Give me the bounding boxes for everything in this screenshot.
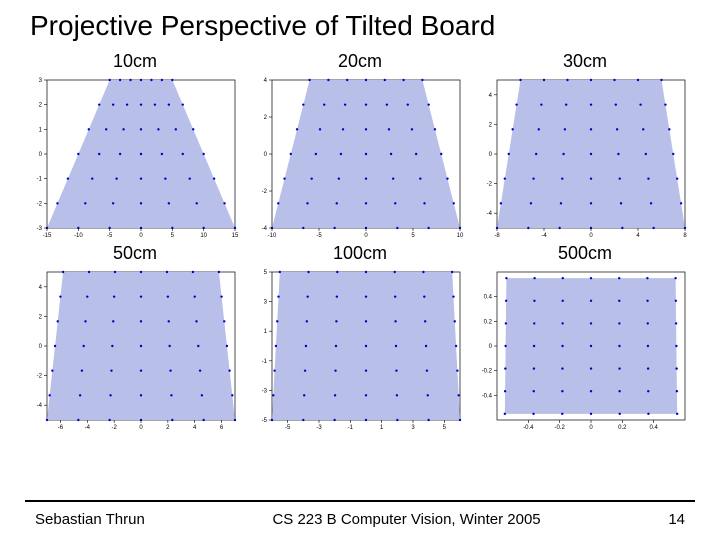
svg-text:0: 0 — [589, 233, 593, 239]
svg-text:-2: -2 — [37, 374, 43, 380]
svg-text:0.2: 0.2 — [618, 425, 627, 431]
svg-text:-4: -4 — [541, 233, 547, 239]
panel-30cm: -8 -4 0 4 8 -4 -2 0 2 4 — [475, 74, 690, 239]
svg-text:-2: -2 — [37, 201, 43, 207]
svg-text:6: 6 — [220, 425, 224, 431]
svg-text:0: 0 — [39, 152, 43, 158]
svg-text:0: 0 — [489, 152, 493, 158]
svg-text:-4: -4 — [85, 425, 91, 431]
svg-text:-1: -1 — [262, 359, 268, 365]
svg-text:1: 1 — [39, 127, 43, 133]
svg-text:1: 1 — [380, 425, 384, 431]
svg-text:-0.4: -0.4 — [482, 393, 493, 399]
svg-text:-4: -4 — [487, 211, 493, 217]
footer-course: CS 223 B Computer Vision, Winter 2005 — [145, 511, 669, 528]
svg-text:1: 1 — [264, 329, 268, 335]
svg-text:5: 5 — [171, 233, 175, 239]
svg-text:-5: -5 — [262, 418, 268, 424]
svg-text:0: 0 — [589, 425, 593, 431]
svg-text:2: 2 — [489, 122, 493, 128]
svg-text:-6: -6 — [58, 425, 64, 431]
panel-10cm: -15-10-5051015-3-2-10123 — [25, 74, 240, 239]
svg-text:4: 4 — [264, 78, 268, 84]
svg-text:-3: -3 — [37, 226, 43, 232]
svg-text:-5: -5 — [285, 425, 291, 431]
svg-text:-0.2: -0.2 — [554, 425, 565, 431]
svg-text:-2: -2 — [487, 182, 493, 188]
svg-text:0: 0 — [489, 344, 493, 350]
panel-50cm: -6 -4 -2 0 2 4 6 -4 -2 0 2 4 — [25, 266, 240, 431]
svg-text:-5: -5 — [107, 233, 113, 239]
svg-text:0: 0 — [364, 233, 368, 239]
panel-label: 50cm — [25, 239, 245, 266]
svg-text:2: 2 — [39, 103, 43, 109]
svg-text:-3: -3 — [262, 388, 268, 394]
svg-text:-1: -1 — [348, 425, 354, 431]
panel-label: 100cm — [250, 239, 470, 266]
svg-text:15: 15 — [232, 233, 239, 239]
svg-text:10: 10 — [200, 233, 207, 239]
svg-text:2: 2 — [166, 425, 170, 431]
svg-text:0: 0 — [139, 233, 143, 239]
panel-label: 20cm — [250, 47, 470, 74]
panel-500cm: -0.4 -0.2 0 0.2 0.4 -0.4 -0.2 0 0.2 0.4 — [475, 266, 690, 431]
chart-grid: 10cm 20cm 30cm -15-10-5051015-3-2-10123 … — [0, 47, 720, 431]
svg-text:2: 2 — [264, 115, 268, 121]
svg-text:8: 8 — [683, 233, 687, 239]
svg-text:4: 4 — [636, 233, 640, 239]
svg-text:-15: -15 — [43, 233, 52, 239]
panel-label: 500cm — [475, 239, 695, 266]
svg-text:-1: -1 — [37, 177, 43, 183]
svg-text:3: 3 — [39, 78, 43, 84]
svg-text:4: 4 — [39, 285, 43, 291]
footer-divider — [25, 500, 695, 502]
panel-20cm: -10 -5 0 5 10 -4 -2 0 2 4 — [250, 74, 465, 239]
footer: Sebastian Thrun CS 223 B Computer Vision… — [0, 511, 720, 528]
svg-text:4: 4 — [489, 93, 493, 99]
svg-text:0.4: 0.4 — [649, 425, 658, 431]
footer-page: 14 — [668, 511, 685, 528]
svg-text:0: 0 — [264, 152, 268, 158]
svg-text:-2: -2 — [111, 425, 117, 431]
svg-text:0.2: 0.2 — [484, 319, 493, 325]
svg-text:0: 0 — [139, 425, 143, 431]
panel-label: 30cm — [475, 47, 695, 74]
svg-text:10: 10 — [457, 233, 464, 239]
svg-text:-3: -3 — [316, 425, 322, 431]
svg-text:-0.4: -0.4 — [523, 425, 534, 431]
svg-text:5: 5 — [443, 425, 447, 431]
svg-text:4: 4 — [193, 425, 197, 431]
svg-text:-2: -2 — [262, 189, 268, 195]
svg-text:5: 5 — [411, 233, 415, 239]
svg-text:-0.2: -0.2 — [482, 369, 493, 375]
svg-text:-5: -5 — [316, 233, 322, 239]
footer-author: Sebastian Thrun — [35, 511, 145, 528]
svg-text:-10: -10 — [268, 233, 277, 239]
svg-text:-10: -10 — [74, 233, 83, 239]
svg-text:-8: -8 — [494, 233, 500, 239]
svg-text:-4: -4 — [37, 403, 43, 409]
svg-text:5: 5 — [264, 270, 268, 276]
svg-text:0: 0 — [39, 344, 43, 350]
svg-text:3: 3 — [411, 425, 415, 431]
page-title: Projective Perspective of Tilted Board — [0, 0, 720, 47]
svg-text:-4: -4 — [262, 226, 268, 232]
panel-100cm: -5 -3 -1 1 3 5 -5 -3 -1 1 3 5 — [250, 266, 465, 431]
panel-label: 10cm — [25, 47, 245, 74]
svg-text:3: 3 — [264, 300, 268, 306]
svg-text:2: 2 — [39, 314, 43, 320]
svg-text:0.4: 0.4 — [484, 295, 493, 301]
